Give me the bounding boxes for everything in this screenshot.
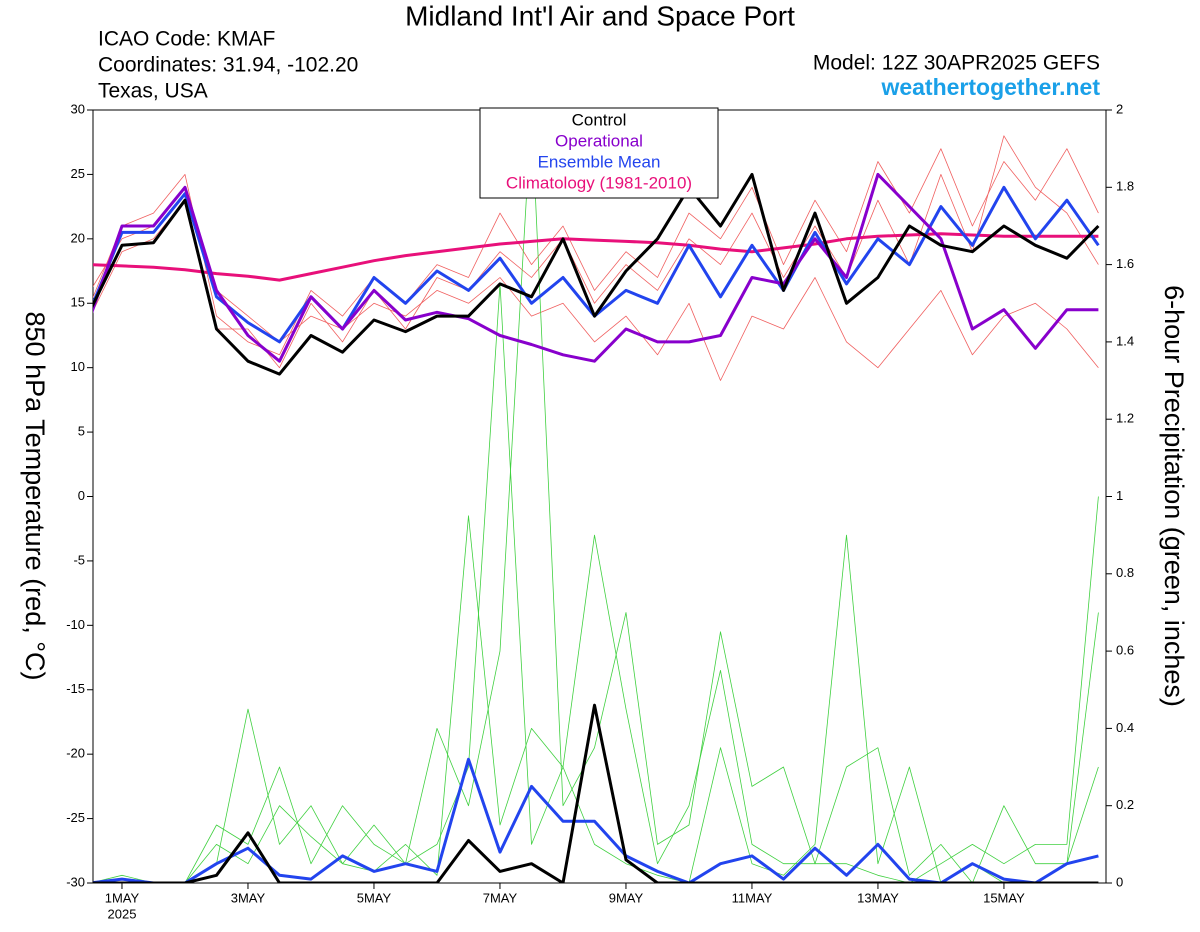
member-line	[93, 148, 1099, 356]
model: Model: 12Z 30APR2025 GEFS	[813, 52, 1100, 75]
x-tick-label: 1MAY	[105, 890, 140, 905]
y-tick-label: 25	[71, 166, 85, 181]
legend-box	[479, 107, 719, 199]
y-tick-label: 0	[78, 488, 85, 503]
x-tick-label: 13MAY	[857, 890, 899, 905]
chart-title: Midland Int'l Air and Space Port	[405, 0, 795, 31]
y2-axis-label: 6-hour Precipitation (green, inches)	[1159, 285, 1189, 707]
y2-tick-label: 0.6	[1116, 643, 1134, 658]
y-tick-label: -10	[66, 617, 85, 632]
icao: ICAO Code: KMAF	[98, 28, 275, 51]
member-line	[93, 135, 1099, 369]
y-tick-label: 5	[78, 424, 85, 439]
x-tick-label: 7MAY	[483, 890, 518, 905]
series-line	[93, 757, 1099, 883]
legend-entry: Climatology (1981-2010)	[506, 173, 692, 192]
y2-tick-label: 2	[1116, 101, 1123, 116]
x-tick-label: 5MAY	[357, 890, 392, 905]
x-tick-label: 15MAY	[983, 890, 1025, 905]
member-line	[93, 110, 1099, 883]
series-line	[93, 172, 1100, 376]
y-tick-label: 15	[71, 295, 85, 310]
y2-tick-label: 1.4	[1116, 333, 1134, 348]
series-line	[93, 703, 1099, 883]
legend: Control Operational Ensemble Mean Climatolo…	[479, 107, 719, 199]
plot-lines	[93, 110, 1100, 883]
y-tick-label: -5	[73, 552, 85, 567]
y2-tick-label: 0	[1116, 874, 1123, 889]
y2-tick-label: 0.4	[1116, 720, 1134, 735]
y-tick-label: -15	[66, 681, 85, 696]
legend-entry: Control	[572, 110, 627, 129]
y-tick-label: -30	[66, 874, 85, 889]
series-line	[93, 172, 1099, 363]
y2-tick-label: 1.6	[1116, 256, 1134, 271]
member-line	[93, 186, 1099, 381]
y2-tick-label: 1	[1116, 488, 1123, 503]
series-line	[93, 185, 1100, 344]
coordinates: Coordinates: 31.94, -102.20	[98, 54, 358, 77]
x-tick-label: 9MAY	[609, 890, 644, 905]
region: Texas, USA	[98, 80, 208, 103]
y-tick-label: 30	[71, 101, 85, 116]
y-tick-label: -20	[66, 746, 85, 761]
plot-frame	[92, 109, 1107, 884]
x-tick-sublabel: 2025	[108, 906, 137, 921]
y2-tick-label: 0.8	[1116, 565, 1134, 580]
y2-tick-label: 0.2	[1116, 797, 1134, 812]
x-tick-label: 11MAY	[732, 890, 773, 905]
member-line	[93, 515, 1099, 883]
y-tick-label: 10	[71, 359, 85, 374]
member-line	[93, 283, 1099, 883]
y-tick-label: 20	[71, 230, 85, 245]
x-tick-label: 3MAY	[231, 890, 266, 905]
legend-entry: Ensemble Mean	[538, 152, 661, 171]
y-axis-label: 850 hPa Temperature (red, °C)	[20, 312, 50, 681]
site: weathertogether.net	[880, 74, 1100, 100]
series-line	[93, 232, 1099, 282]
y2-tick-label: 1.8	[1116, 179, 1134, 194]
legend-entry: Operational	[555, 131, 643, 150]
y-tick-label: -25	[66, 810, 85, 825]
y2-tick-label: 1.2	[1116, 411, 1134, 426]
